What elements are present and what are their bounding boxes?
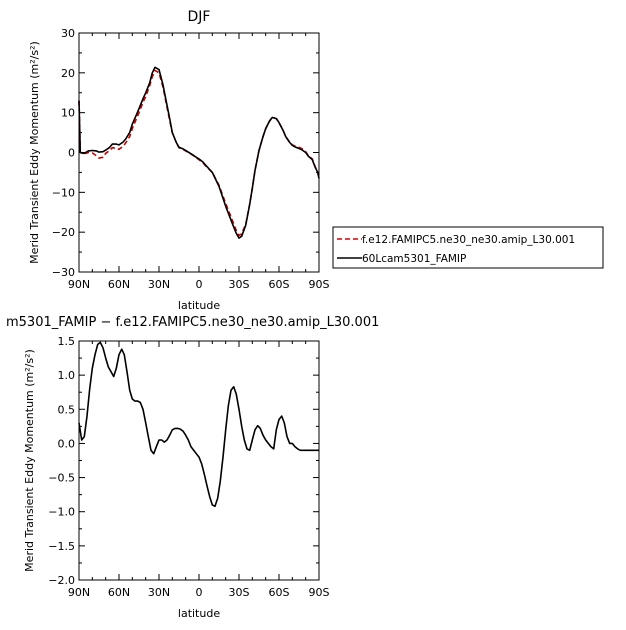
bottom-chart-plot-frame (78, 340, 320, 581)
top-chart-title: DJF (188, 9, 211, 25)
bottom-chart-plot-area: 90N 60N 30N 0 30S 60S 90S 1.5 1.0 0.5 0.0 −0.5 −1.0 −… (48, 335, 329, 599)
bottom-chart-x-tick-label: 90S (309, 586, 330, 599)
bottom-chart-x-tick-label: 60N (108, 586, 130, 599)
legend-label-series-2: 60Lcam5301_FAMIP (362, 253, 466, 265)
bottom-chart-y-tick-label: −1.0 (48, 506, 75, 519)
bottom-chart-x-tick-label: 30N (148, 586, 170, 599)
top-chart-series-line-1 (78, 69, 320, 237)
top-chart-y-tick-label: −20 (52, 226, 75, 239)
top-chart-y-tick-label: 0 (68, 147, 75, 160)
top-chart-y-axis-label-group: Merid Transient Eddy Momentum (m²/s²) (28, 41, 41, 264)
bottom-chart-title: m5301_FAMIP − f.e12.FAMIPC5.ne30_ne30.am… (6, 315, 379, 330)
bottom-chart-x-tick-label: 90N (68, 586, 90, 599)
bottom-chart-y-axis-label: Merid Transient Eddy Momentum (m²/s²) (23, 349, 36, 572)
top-chart-plot-area: 90N 60N 30N 0 30S 60S 90S 30 20 10 0 −10 −20 −30 (52, 27, 330, 291)
top-chart-x-axis-label: latitude (178, 299, 220, 312)
bottom-chart-series-line-1 (78, 341, 319, 508)
top-chart-series-line-2 (78, 66, 320, 239)
top-chart-x-tick-label: 30S (229, 278, 250, 291)
top-chart: DJF Merid Transient Eddy Momentum (m²/s²… (28, 9, 330, 312)
top-chart-x-tick-label: 90N (68, 278, 90, 291)
top-chart-y-tick-label: 10 (61, 107, 75, 120)
bottom-chart-y-axis-label-group: Merid Transient Eddy Momentum (m²/s²) (23, 349, 36, 572)
bottom-chart-y-tick-label: 0.5 (58, 403, 76, 416)
bottom-chart-x-axis-label: latitude (178, 607, 220, 620)
top-chart-legend: f.e12.FAMIPC5.ne30_ne30.amip_L30.001 60L… (332, 226, 604, 269)
legend-label-series-1: f.e12.FAMIPC5.ne30_ne30.amip_L30.001 (362, 234, 575, 246)
bottom-chart-x-tick-label: 30S (229, 586, 250, 599)
top-chart-x-tick-label: 30N (148, 278, 170, 291)
top-chart-plot-frame (78, 32, 320, 273)
bottom-chart-y-tick-label: 0.0 (58, 437, 76, 450)
bottom-chart-y-tick-label: −2.0 (48, 574, 75, 587)
top-chart-x-tick-label: 60N (108, 278, 130, 291)
top-chart-y-tick-label: −30 (52, 266, 75, 279)
top-chart-x-tick-label: 90S (309, 278, 330, 291)
bottom-chart-y-tick-label: 1.5 (58, 335, 76, 348)
bottom-chart-y-tick-label: 1.0 (58, 369, 76, 382)
top-chart-y-tick-label: 30 (61, 27, 75, 40)
bottom-chart-x-tick-label: 0 (196, 586, 203, 599)
bottom-chart-x-tick-label: 60S (269, 586, 290, 599)
legend-box (332, 226, 604, 269)
top-chart-x-tick-label: 0 (196, 278, 203, 291)
top-chart-y-axis-label: Merid Transient Eddy Momentum (m²/s²) (28, 41, 41, 264)
top-chart-x-tick-label: 60S (269, 278, 290, 291)
top-chart-y-tick-label: 20 (61, 67, 75, 80)
bottom-chart-y-tick-label: −0.5 (48, 472, 75, 485)
bottom-chart: m5301_FAMIP − f.e12.FAMIPC5.ne30_ne30.am… (6, 315, 379, 620)
bottom-chart-y-tick-label: −1.5 (48, 540, 75, 553)
top-chart-y-tick-label: −10 (52, 186, 75, 199)
